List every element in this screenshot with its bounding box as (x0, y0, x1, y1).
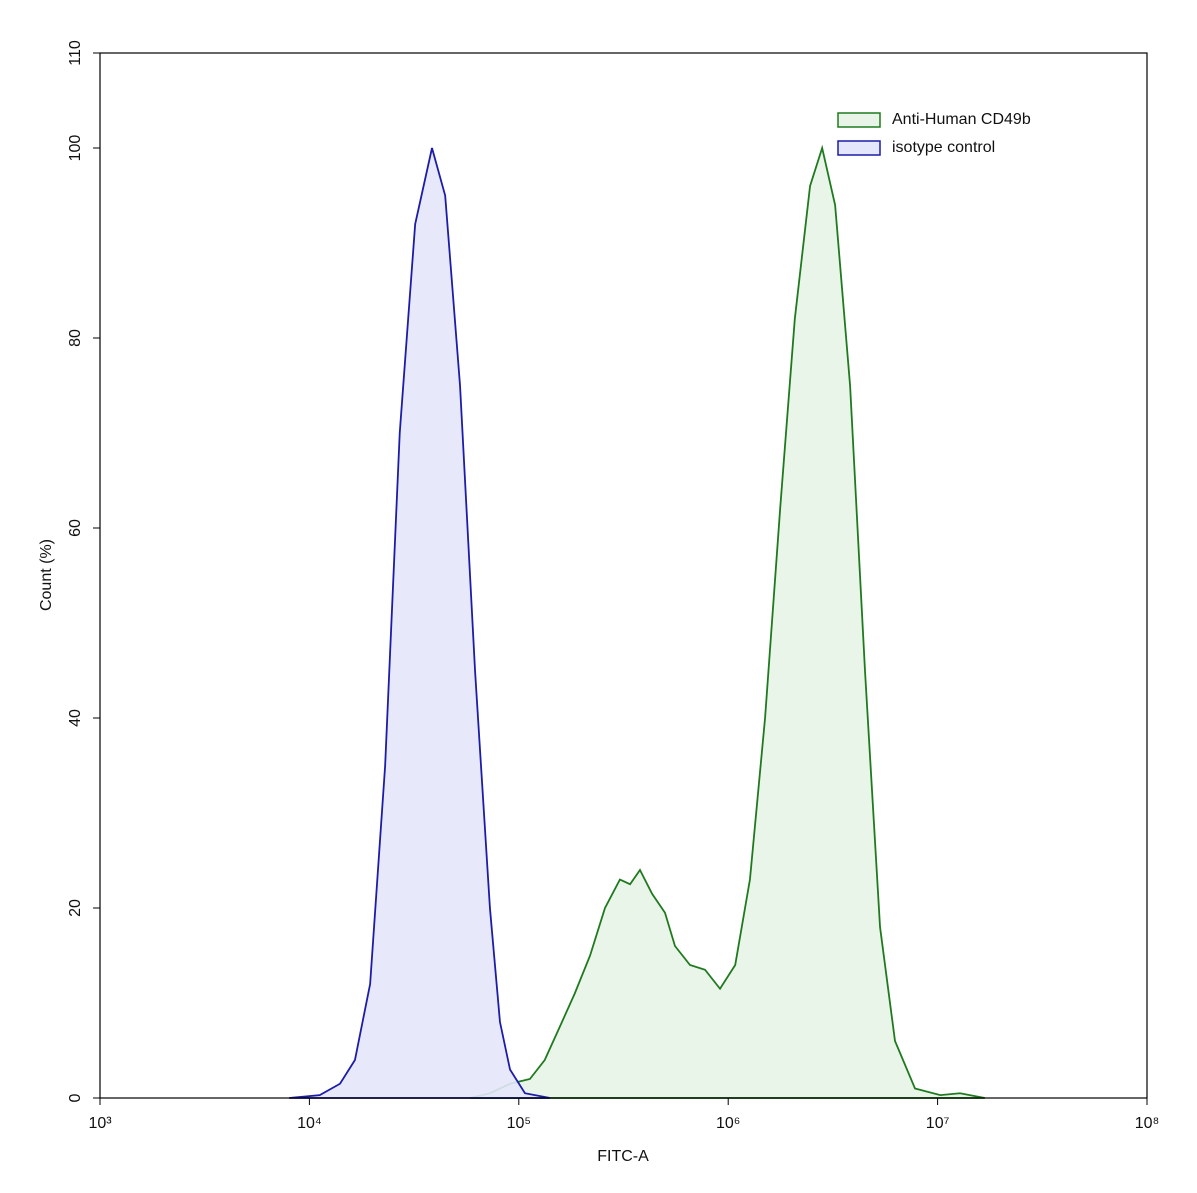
legend-swatch (837, 112, 881, 128)
x-tick-label: 10⁸ (1135, 1115, 1160, 1132)
y-tick-label: 0 (67, 1093, 84, 1102)
x-tick-label: 10⁵ (507, 1115, 531, 1132)
x-tick-label: 10⁶ (716, 1115, 740, 1132)
y-tick-label: 20 (67, 899, 84, 917)
y-tick-label: 80 (67, 329, 84, 347)
legend-swatch (837, 140, 881, 156)
plot-frame (99, 52, 1148, 1099)
legend-label: isotype control (892, 139, 995, 156)
x-axis-title: FITC-A (597, 1148, 649, 1165)
x-tick-label: 10³ (88, 1115, 112, 1132)
y-tick-label: 100 (67, 135, 84, 162)
area-series (469, 144, 985, 1099)
area-series (289, 147, 551, 1099)
y-tick-label: 110 (67, 40, 84, 66)
x-tick-label: 10⁴ (297, 1115, 322, 1132)
y-axis-title: Count (%) (38, 539, 55, 611)
legend-label: Anti-Human CD49b (892, 111, 1031, 128)
y-tick-label: 40 (67, 709, 84, 727)
y-tick-label: 60 (67, 519, 84, 537)
x-tick-label: 10⁷ (926, 1115, 950, 1132)
